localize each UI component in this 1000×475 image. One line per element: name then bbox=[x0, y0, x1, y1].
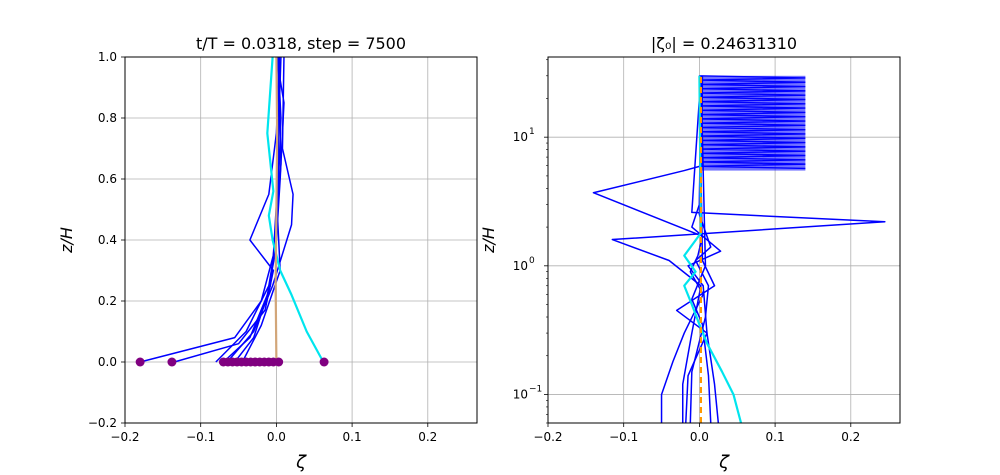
plot-area bbox=[592, 75, 886, 423]
profiles-line bbox=[675, 75, 720, 423]
y-tick-label: 10 bbox=[513, 387, 528, 401]
y-tick-label: 10 bbox=[513, 259, 528, 273]
y-tick-label: 0.0 bbox=[98, 355, 117, 369]
left-panel-ylabel: z/H bbox=[57, 227, 76, 254]
plot-area bbox=[139, 57, 325, 363]
left-panel-xlabel: ζ bbox=[295, 452, 307, 473]
bottom-point bbox=[274, 357, 284, 367]
y-tick-label: 1.0 bbox=[98, 50, 117, 64]
profile-band-fill bbox=[699, 75, 806, 171]
y-tick-exponent: 1 bbox=[529, 127, 535, 137]
left-panel-data bbox=[135, 57, 329, 367]
right-panel-ylabel: z/H bbox=[479, 227, 498, 254]
y-tick-label: 0.2 bbox=[98, 294, 117, 308]
x-tick-label: 0.2 bbox=[841, 430, 860, 444]
y-tick-label: 10 bbox=[513, 130, 528, 144]
mean-line bbox=[274, 57, 279, 363]
right-panel-data bbox=[592, 75, 886, 423]
x-tick-label: −0.2 bbox=[110, 430, 139, 444]
right-panel-frame bbox=[547, 56, 901, 424]
x-tick-label: 0.0 bbox=[267, 430, 286, 444]
right-panel-title: |ζ₀| = 0.24631310 bbox=[651, 34, 797, 53]
current-line bbox=[683, 75, 743, 423]
x-tick-label: −0.1 bbox=[609, 430, 638, 444]
x-tick-label: 0.2 bbox=[418, 430, 437, 444]
y-tick-label: −0.2 bbox=[88, 416, 117, 430]
y-tick-label: 0.8 bbox=[98, 111, 117, 125]
left-panel: −0.2 −0.1 0.0 0.1 0.2−0.20.00.20.40.60.81.0 … bbox=[57, 34, 478, 473]
y-tick-exponent: −1 bbox=[529, 384, 542, 394]
profiles-line bbox=[173, 57, 281, 363]
y-tick-label: 0.4 bbox=[98, 233, 117, 247]
left-panel-title: t/T = 0.0318, step = 7500 bbox=[196, 34, 406, 53]
bottom-point bbox=[167, 357, 177, 367]
bottom-point bbox=[135, 357, 145, 367]
x-tick-label: −0.1 bbox=[186, 430, 215, 444]
left-panel-ticks: −0.2 −0.1 0.0 0.1 0.2 −0.2 0.0 0.2 0.4 0.6 0.8 1.0 bbox=[88, 50, 437, 444]
x-tick-label: 0.1 bbox=[766, 430, 785, 444]
x-tick-label: 0.1 bbox=[343, 430, 362, 444]
x-tick-label: 0.0 bbox=[690, 430, 709, 444]
x-tick-label: −0.2 bbox=[533, 430, 562, 444]
profiles-line bbox=[226, 57, 294, 363]
y-tick-exponent: 0 bbox=[529, 256, 535, 266]
bottom-point bbox=[319, 357, 329, 367]
profiles-line bbox=[611, 75, 886, 423]
right-panel-xlabel: ζ bbox=[718, 452, 730, 473]
current-line bbox=[266, 57, 325, 363]
profiles-line bbox=[691, 75, 712, 423]
y-tick-label: 0.6 bbox=[98, 172, 117, 186]
